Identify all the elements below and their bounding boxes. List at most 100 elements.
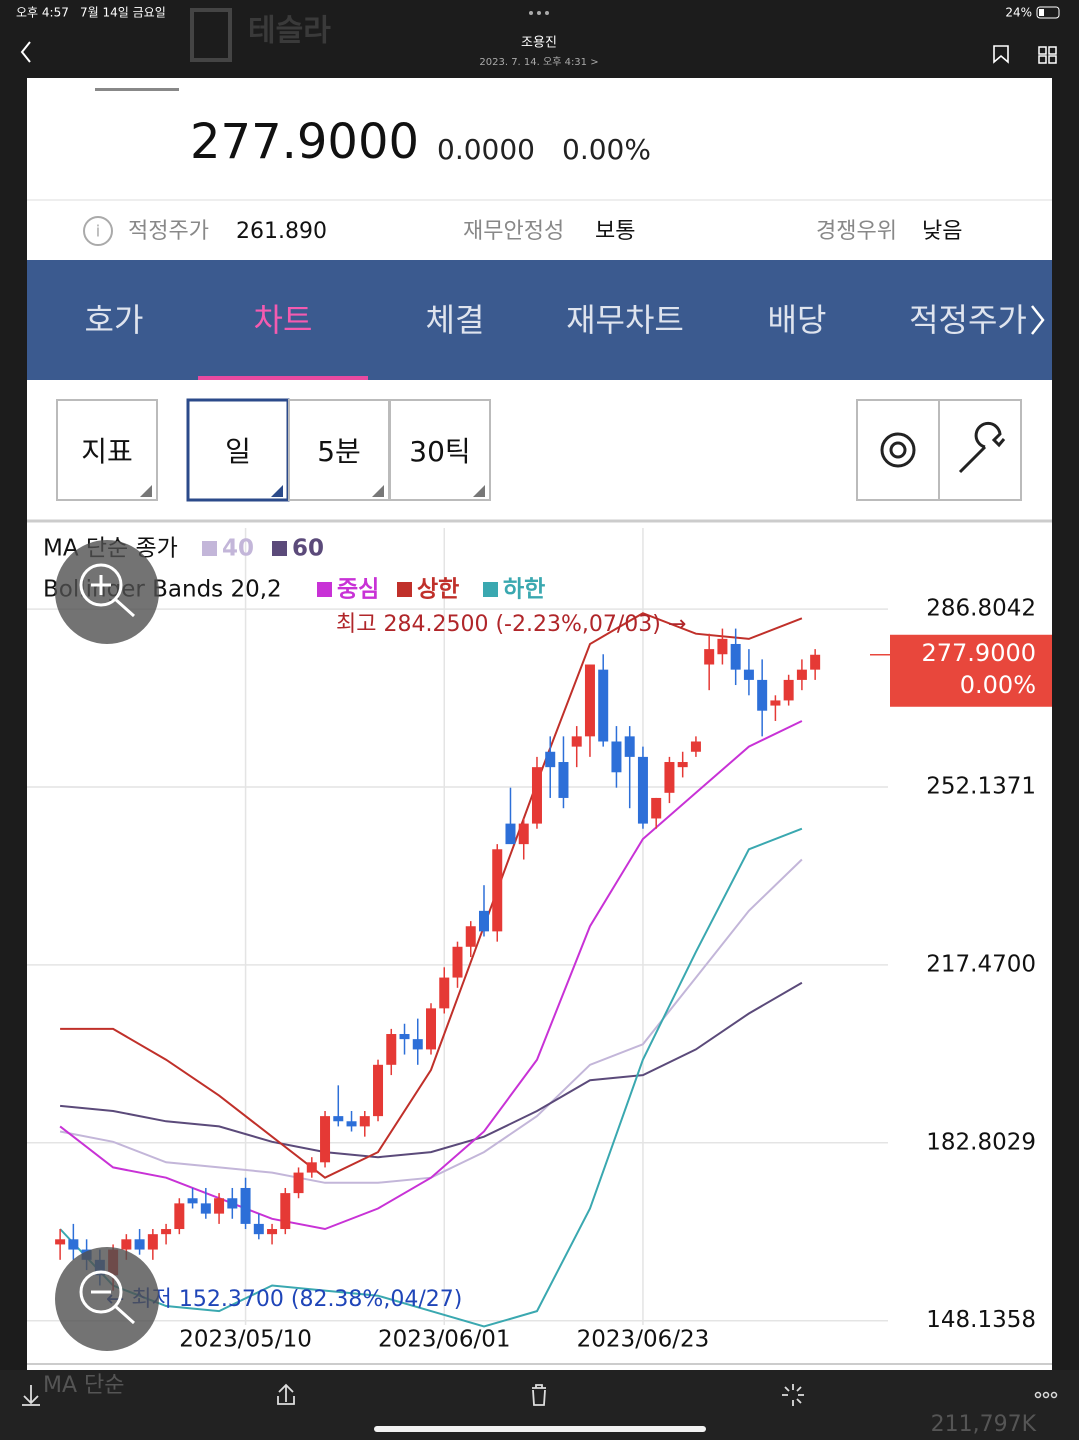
candle-body [161,1229,172,1235]
candle-body [571,736,582,747]
candle-body [492,849,503,932]
more-button[interactable] [1034,1391,1058,1399]
legend-swatch [272,541,287,556]
legend-label: 상한 [417,577,459,603]
bookmark-button[interactable] [993,45,1009,64]
tab[interactable]: 적정주가 [909,301,1027,339]
button-corner [140,485,152,497]
candle-body [359,1116,370,1127]
metric-value: 261.890 [236,219,327,244]
candle-body [174,1203,185,1230]
candle-body [253,1223,264,1235]
candle-body [399,1034,410,1040]
tab-more[interactable] [1031,305,1045,335]
candle-body [770,700,781,706]
candle-body [810,654,821,670]
stock-name-faded: 테슬라 [248,14,331,49]
legend-label: 중심 [337,577,379,603]
candle-body [412,1039,423,1050]
y-tick-label: 252.1371 [926,773,1036,799]
candle-body [730,643,741,670]
effects-button[interactable] [782,1384,804,1406]
period-button[interactable] [389,399,491,501]
delete-button[interactable] [532,1384,546,1406]
tab-bar [27,260,1052,380]
button-corner [473,485,485,497]
metric-label: 적정주가 [128,219,209,244]
candle-body [783,679,794,701]
period-button[interactable] [288,399,390,501]
candle-body [227,1198,238,1209]
candle-body [55,1239,66,1245]
candle-body [598,669,609,742]
candle-body [134,1239,145,1250]
zoom-out-button[interactable] [55,1247,159,1351]
candle-body [704,649,715,665]
candle-body [664,762,675,793]
y-tick-label: 148.1358 [926,1307,1036,1333]
candle-body [187,1198,198,1204]
period-button[interactable] [186,398,290,502]
tabs-button[interactable] [1038,46,1057,64]
tab[interactable]: 호가 [85,301,144,339]
chart: 148.1358 182.8029 217.4700 252.1371 286.8042… [27,528,1052,1353]
candle-body [611,741,622,773]
metric-label: 경쟁우위 [816,219,897,244]
legend-label: 60 [292,536,324,562]
candle-body [68,1239,79,1250]
candle-body [293,1172,304,1194]
gear-icon [880,432,916,468]
candle-body [796,669,807,680]
candle-body [743,669,754,680]
legend-swatch [317,582,332,597]
indicator-line [60,612,803,1179]
timestamp: 2023. 7. 14. 오후 4:31 > [479,56,598,68]
zoom-icon-lines [91,575,136,618]
tab[interactable]: 체결 [426,301,485,339]
candle-body [624,736,635,757]
candle-body [545,751,556,768]
quote-price: 277.9000 [190,114,419,170]
app-logo [190,8,232,62]
candle-body [147,1234,158,1250]
last-price-label: 277.9000 [921,639,1036,667]
indicator-line [59,827,803,1328]
volume-label: MA 단순 [43,1373,125,1398]
dot [537,11,541,15]
candle-body [531,767,542,824]
candle-body [717,638,728,655]
y-tick-label: 182.8029 [926,1129,1036,1155]
back-button[interactable] [20,41,31,63]
period-button[interactable] [56,399,158,501]
candle-body [690,741,701,752]
tab[interactable]: 재무차트 [566,301,684,339]
tab[interactable]: 차트 [254,301,313,339]
status-battery: 24% [1005,6,1032,20]
status-date: 7월 14일 금요일 [80,6,166,20]
zoom-in-button[interactable] [55,540,159,644]
info-icon[interactable] [83,216,113,246]
volume-value: 211,797K [931,1412,1037,1437]
candle-body [386,1034,397,1065]
legend-swatch [483,582,498,597]
tab[interactable]: 배당 [768,301,827,339]
dot [529,11,533,15]
zoom-icon-lines [91,1290,136,1325]
high-annotation: 최고 284.2500 (-2.23%,07/03) → [336,612,686,637]
last-price-change: 0.00% [960,671,1036,699]
y-tick-label: 286.8042 [926,596,1036,622]
candle-body [465,926,476,947]
candle-body [426,1008,437,1050]
candle-body [518,823,529,845]
settings-button[interactable] [856,399,940,501]
candle-body [280,1193,291,1230]
x-tick-label: 2023/06/01 [378,1327,511,1353]
candle-body [306,1162,317,1173]
download-button[interactable] [22,1385,40,1406]
info-i: i [96,222,100,241]
gear-hole [889,441,907,459]
share-button[interactable] [277,1383,295,1405]
metric-value: 낮음 [922,219,962,244]
zoom-icon [79,563,123,607]
